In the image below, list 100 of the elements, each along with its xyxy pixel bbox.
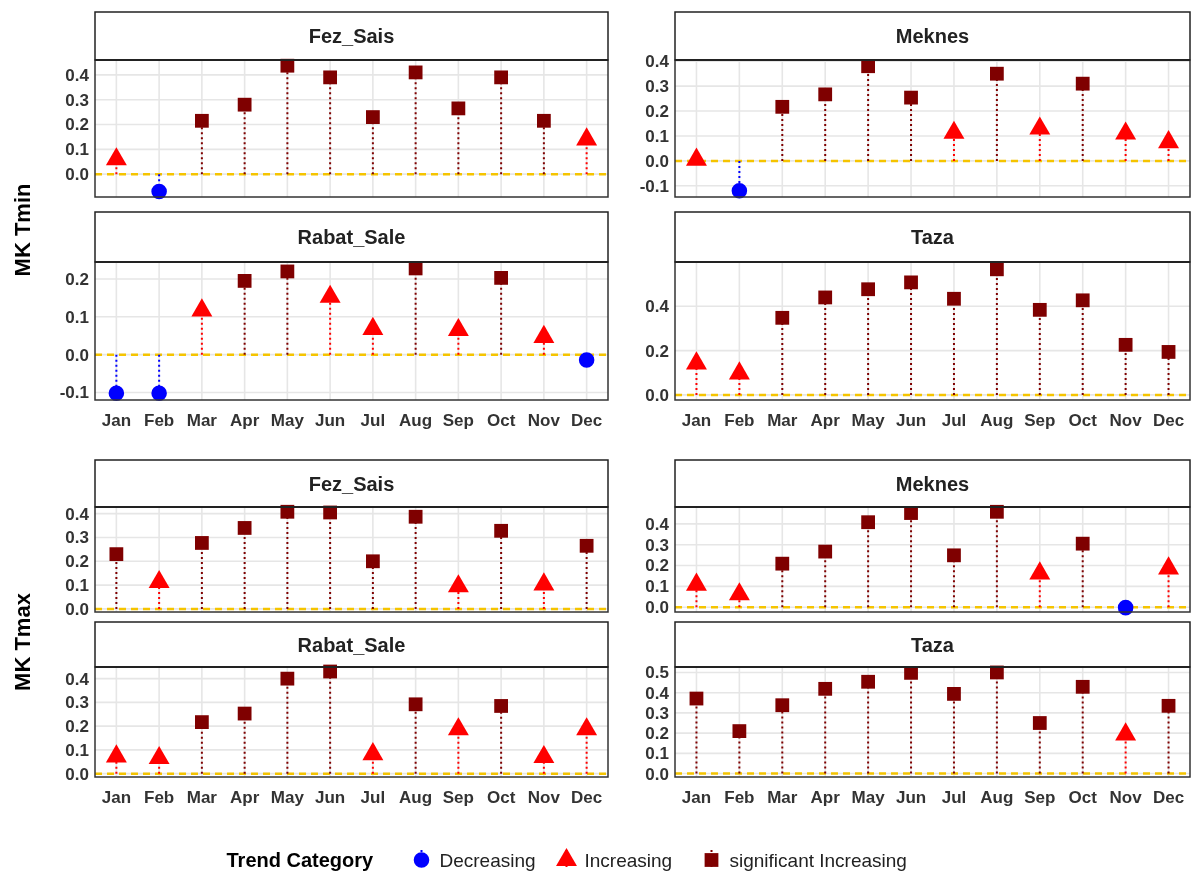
x-tick-label: Oct	[486, 411, 516, 430]
point	[148, 569, 170, 589]
x-tick-label: Feb	[724, 411, 755, 430]
point	[1161, 698, 1176, 713]
x-tick-label: Nov	[527, 411, 561, 430]
point	[447, 717, 469, 736]
point	[194, 113, 209, 128]
y-tick-label: 0.2	[65, 269, 89, 289]
x-tick-label: Jun	[315, 788, 346, 807]
x-tick-label: Mar	[186, 788, 218, 807]
point	[451, 101, 466, 116]
y-tick-label: 0.2	[645, 341, 669, 361]
y-axis-title: MK Tmin	[10, 183, 35, 277]
x-tick-label: Mar	[767, 411, 798, 430]
point	[576, 717, 598, 736]
y-tick-label: 0.0	[65, 345, 89, 365]
point	[861, 515, 876, 530]
point	[818, 681, 833, 696]
point	[904, 275, 918, 290]
y-tick-label: 0.0	[65, 165, 89, 185]
point	[775, 310, 790, 325]
legend-label: Decreasing	[439, 850, 536, 871]
x-tick-label: Apr	[229, 788, 260, 807]
point	[194, 715, 209, 730]
point	[533, 744, 555, 764]
point	[728, 361, 750, 380]
point	[818, 544, 833, 559]
point	[1032, 302, 1047, 317]
y-tick-label: 0.0	[645, 385, 669, 405]
point	[1118, 337, 1133, 352]
x-tick-label: May	[851, 411, 886, 430]
y-tick-label: 0.2	[645, 556, 669, 576]
x-tick-label: Jul	[360, 788, 386, 807]
point	[280, 671, 295, 686]
y-tick-label: 0.4	[65, 504, 90, 524]
point	[775, 556, 790, 571]
chart-title: Rabat_Sale	[297, 226, 406, 248]
point	[685, 351, 707, 370]
y-tick-label: 0.4	[65, 65, 90, 85]
y-tick-label: -0.1	[639, 176, 669, 196]
point	[1158, 556, 1180, 575]
point	[947, 291, 961, 306]
x-tick-label: Apr	[810, 411, 841, 430]
point	[408, 697, 423, 712]
point	[947, 687, 961, 701]
point	[1075, 536, 1090, 551]
x-tick-label: May	[270, 411, 305, 430]
y-tick-label: 0.0	[645, 598, 669, 618]
y-tick-label: 0.1	[65, 740, 89, 760]
y-tick-label: 0.0	[65, 764, 89, 784]
chart-title: Meknes	[895, 25, 970, 47]
point	[408, 65, 423, 80]
x-tick-label: Feb	[724, 788, 755, 807]
x-tick-label: Jan	[101, 411, 132, 430]
x-tick-label: Apr	[810, 788, 841, 807]
legend-title: Trend Category	[226, 849, 375, 871]
y-tick-label: 0.3	[65, 693, 89, 713]
point	[861, 674, 876, 689]
point	[365, 554, 380, 569]
chart-title: Fez_Sais	[308, 472, 395, 495]
point	[105, 744, 127, 763]
y-tick-label: 0.2	[65, 717, 89, 737]
point	[818, 87, 833, 102]
x-tick-label: Jan	[101, 788, 132, 807]
y-tick-label: 0.1	[645, 744, 669, 764]
y-tick-label: 0.1	[65, 140, 89, 160]
y-tick-label: 0.2	[645, 724, 669, 744]
x-tick-label: Jan	[681, 411, 712, 430]
chart-title: Meknes	[895, 472, 970, 495]
x-tick-label: Dec	[571, 788, 603, 807]
x-tick-label: Apr	[229, 411, 260, 430]
point	[237, 521, 252, 535]
x-tick-label: Jul	[941, 788, 967, 807]
point	[1158, 130, 1180, 149]
x-tick-label: Dec	[571, 411, 603, 430]
chart-title: Fez_Sais	[308, 25, 395, 47]
y-tick-label: 0.3	[645, 535, 669, 555]
point	[732, 724, 747, 738]
point	[1029, 116, 1051, 135]
x-tick-label: Nov	[1109, 411, 1143, 430]
x-tick-label: May	[270, 788, 305, 807]
y-tick-label: 0.2	[65, 115, 89, 135]
point	[775, 99, 790, 114]
y-tick-label: 0.3	[65, 90, 89, 110]
point	[1161, 345, 1176, 359]
point	[904, 90, 918, 105]
x-tick-label: Sep	[442, 411, 474, 430]
x-tick-label: Jun	[895, 788, 927, 807]
point	[447, 574, 469, 593]
x-tick-label: May	[851, 788, 886, 807]
x-tick-label: Aug	[399, 411, 433, 430]
y-tick-label: 0.1	[65, 307, 89, 327]
point	[818, 290, 833, 305]
x-tick-label: Oct	[1068, 411, 1098, 430]
x-tick-label: Aug	[980, 788, 1014, 807]
y-tick-label: 0.3	[645, 703, 669, 723]
point	[237, 97, 252, 112]
y-axis-title: MK Tmax	[10, 592, 35, 691]
y-tick-label: 0.4	[645, 297, 670, 317]
legend-label: Increasing	[584, 850, 673, 871]
